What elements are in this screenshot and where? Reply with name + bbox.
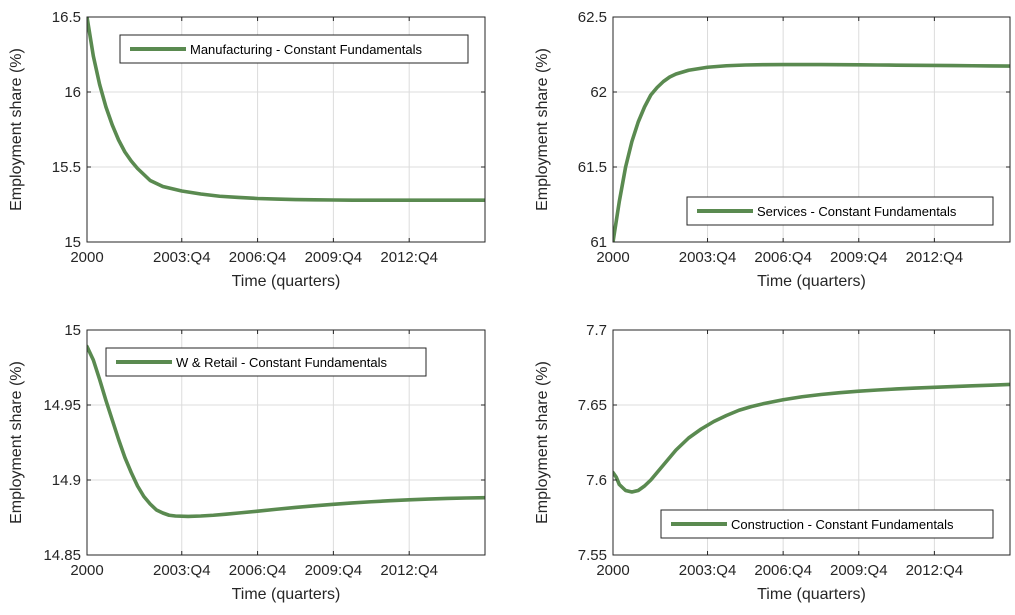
y-axis-label: Employment share (%) (534, 361, 551, 524)
series-line (87, 344, 485, 519)
y-tick-label: 7.55 (578, 547, 607, 564)
x-tick-label: 2006:Q4 (754, 562, 812, 579)
x-tick-label: 2006:Q4 (229, 249, 287, 266)
legend-label: W & Retail - Constant Fundamentals (176, 355, 387, 370)
y-tick-label: 16 (64, 84, 81, 101)
y-axis-label: Employment share (%) (8, 48, 25, 211)
y-tick-label: 14.95 (43, 397, 81, 414)
x-tick-label: 2009:Q4 (830, 562, 888, 579)
y-tick-label: 62.5 (578, 9, 607, 26)
x-tick-label: 2003:Q4 (679, 249, 737, 266)
y-tick-label: 14.9 (52, 472, 81, 489)
x-tick-label: 2000 (596, 249, 629, 266)
x-tick-label: 2009:Q4 (305, 249, 363, 266)
x-tick-label: 2003:Q4 (679, 562, 737, 579)
x-tick-label: 2012:Q4 (906, 562, 964, 579)
legend-label: Manufacturing - Constant Fundamentals (190, 42, 422, 57)
y-tick-label: 15 (64, 234, 81, 251)
series-line (613, 382, 1010, 494)
x-tick-label: 2003:Q4 (153, 562, 211, 579)
legend: W & Retail - Constant Fundamentals (105, 347, 427, 377)
x-tick-label: 2012:Q4 (380, 249, 438, 266)
y-tick-label: 7.6 (586, 472, 607, 489)
axes-box (612, 16, 1011, 243)
y-tick-label: 16.5 (52, 9, 81, 26)
legend: Services - Constant Fundamentals (686, 196, 994, 226)
x-tick-label: 2000 (596, 562, 629, 579)
x-tick-label: 2012:Q4 (906, 249, 964, 266)
y-tick-label: 15.5 (52, 159, 81, 176)
axes-box (612, 329, 1011, 556)
x-tick-label: 2006:Q4 (229, 562, 287, 579)
axes-box (86, 329, 486, 556)
x-tick-label: 2012:Q4 (380, 562, 438, 579)
y-tick-label: 7.65 (578, 397, 607, 414)
y-tick-label: 15 (64, 322, 81, 339)
legend-label: Construction - Constant Fundamentals (731, 517, 954, 532)
y-tick-label: 14.85 (43, 547, 81, 564)
axes-box (86, 16, 486, 243)
chart-panel-1: 2000 2003:Q4 2006:Q4 2009:Q4 2012:Q4 15 15.5 16… (8, 9, 486, 290)
y-tick-label: 62 (590, 84, 607, 101)
x-tick-label: 2000 (70, 562, 103, 579)
y-tick-label: 7.7 (586, 322, 607, 339)
x-tick-label: 2009:Q4 (830, 249, 888, 266)
series-line (613, 62, 1010, 242)
legend: Manufacturing - Constant Fundamentals (119, 34, 469, 64)
x-tick-label: 2003:Q4 (153, 249, 211, 266)
x-tick-label: 2006:Q4 (754, 249, 812, 266)
chart-panel-3: 2000 2003:Q4 2006:Q4 2009:Q4 2012:Q4 14.85 14.… (8, 322, 486, 603)
x-axis-label: Time (quarters) (232, 586, 341, 603)
x-axis-label: Time (quarters) (757, 273, 866, 290)
chart-panel-2: 2000 2003:Q4 2006:Q4 2009:Q4 2012:Q4 61 61.5 62… (534, 9, 1011, 290)
x-tick-label: 2000 (70, 249, 103, 266)
chart-panel-4: 2000 2003:Q4 2006:Q4 2009:Q4 2012:Q4 7.55 7.6 7… (534, 322, 1011, 603)
legend-label: Services - Constant Fundamentals (757, 204, 957, 219)
x-tick-label: 2009:Q4 (305, 562, 363, 579)
y-axis-label: Employment share (%) (534, 48, 551, 211)
x-axis-label: Time (quarters) (757, 586, 866, 603)
y-tick-label: 61.5 (578, 159, 607, 176)
legend: Construction - Constant Fundamentals (660, 509, 994, 539)
series-line (87, 17, 485, 202)
y-axis-label: Employment share (%) (8, 361, 25, 524)
y-tick-label: 61 (590, 234, 607, 251)
x-axis-label: Time (quarters) (232, 273, 341, 290)
